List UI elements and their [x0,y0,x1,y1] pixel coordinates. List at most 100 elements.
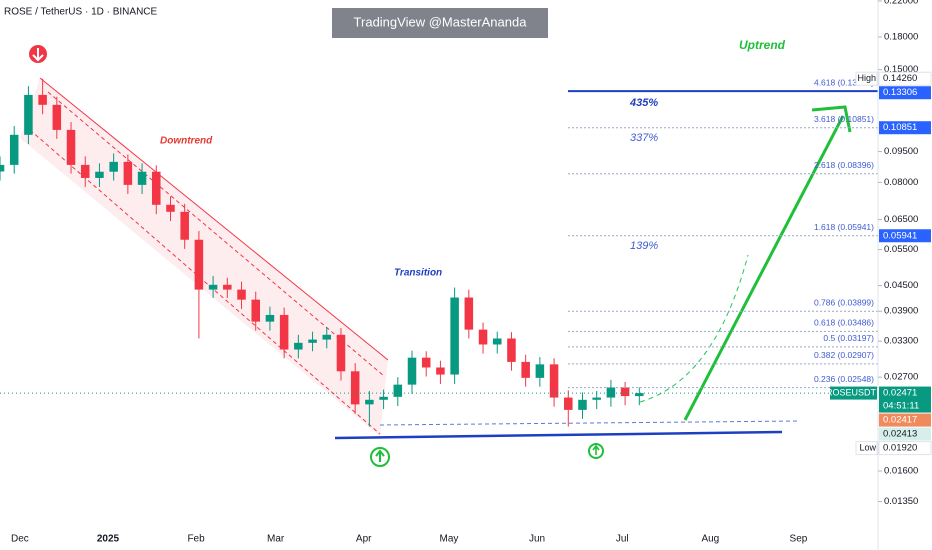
candle-body [208,284,218,290]
y-tick-label: 0.06500 [884,214,918,225]
price-tag-name-box [855,441,878,456]
candle-body [421,357,431,368]
candle-body [393,384,403,397]
candle-body [52,104,62,130]
candle-body [635,393,644,397]
candle-body [194,239,204,290]
fib-label: 3.618 (0.10851) [814,114,874,124]
candle-body [0,164,5,172]
candle-body [95,171,104,178]
candle-body [365,399,374,405]
up-signal-arrow [375,449,385,462]
candle-body [24,94,33,135]
candle-body [436,367,445,375]
price-tag-name: ROSEUSDT [826,387,877,397]
x-tick-label: 2025 [97,534,120,545]
candle-body [66,129,76,165]
y-tick-label: 0.18000 [884,31,918,42]
watermark: TradingView @MasterAnanda [354,14,528,29]
channel-mid [47,91,385,377]
price-tag-countdown: 04:51:11 [883,401,919,412]
candle-body [137,171,147,185]
y-tick-label: 0.22000 [884,0,918,6]
annotation: 435% [629,97,658,109]
y-tick-label: 0.01350 [884,496,918,507]
down-signal-arrow [32,48,44,62]
price-tag-name-box [830,386,877,400]
drawings [20,45,852,467]
candle-body [38,94,47,105]
candle-body [350,371,360,405]
candle-body [109,161,118,172]
candle-body [521,361,530,378]
x-tick-label: Sep [790,534,808,545]
watermark-box [332,8,548,38]
y-tick-label: 0.08000 [884,177,918,188]
price-tag-label: 0.01920 [883,443,917,454]
x-tick-label: Feb [187,534,205,545]
y-tick-label: 0.04500 [884,280,918,291]
candles [0,78,644,427]
annotation: Uptrend [739,38,786,52]
candle-body [308,339,317,343]
x-tick-label: Dec [11,534,29,545]
price-tag [878,71,932,86]
candle-body [564,397,573,410]
uptrend-arrow [683,115,845,421]
price-tag [879,121,931,135]
x-tick-label: Mar [267,534,285,545]
price-tag [879,86,931,100]
candle-body [336,334,346,372]
candle-body [478,329,488,345]
y-tick-label: 0.15000 [884,64,918,75]
candle-body [620,387,630,397]
x-tick-label: May [439,534,458,545]
candle-body [464,297,474,330]
candle-body [492,338,502,345]
fib-label: 1.618 (0.05941) [814,222,874,232]
candle-body [166,204,175,212]
candle-body [606,387,616,398]
price-tag-label: 0.13306 [883,87,917,98]
up-signal-arrow [592,444,600,455]
candle-body [535,364,545,378]
price-tag-label: 0.05941 [883,230,917,241]
annotation: Downtrend [160,136,213,147]
x-tick-label: Jun [529,534,545,545]
price-tag-label: 0.02471 [883,388,917,399]
candle-body [549,364,559,398]
candle-body [180,211,189,240]
y-tick-label: 0.05500 [884,244,918,255]
y-tick-label: 0.02700 [884,372,918,383]
candle-body [379,396,388,400]
price-tag-label: 0.02413 [883,429,917,440]
x-tick-label: Aug [701,534,719,545]
price-tag [879,386,931,413]
price-tag [879,427,931,441]
projection-curve [639,254,749,403]
y-tick-label: 0.03300 [884,336,918,347]
annotation: Transition [394,268,442,279]
x-tick-label: Jul [616,534,629,545]
fib-label: 0.236 (0.02548) [814,374,874,384]
price-tag [879,413,931,427]
price-tag-name: High [857,73,876,83]
fib-label: 0.382 (0.02907) [814,350,874,360]
fib-label: 0.618 (0.03486) [814,318,874,328]
annotation: 337% [630,132,658,144]
price-tag-name-box [855,71,878,86]
uptrend-arrowhead [811,105,852,133]
y-tick-label: 0.09500 [884,146,918,157]
fib-label: 4.618 (0.13306) [814,77,874,87]
candle-body [152,171,161,205]
candle-body [223,284,232,290]
price-tag [879,229,931,243]
candle-body [450,297,459,375]
candle-body [279,314,289,350]
price-tag-label: 0.10851 [883,122,917,133]
price-tag [878,441,932,456]
candle-body [294,342,303,350]
candle-body [507,338,516,362]
candle-body [80,164,90,178]
